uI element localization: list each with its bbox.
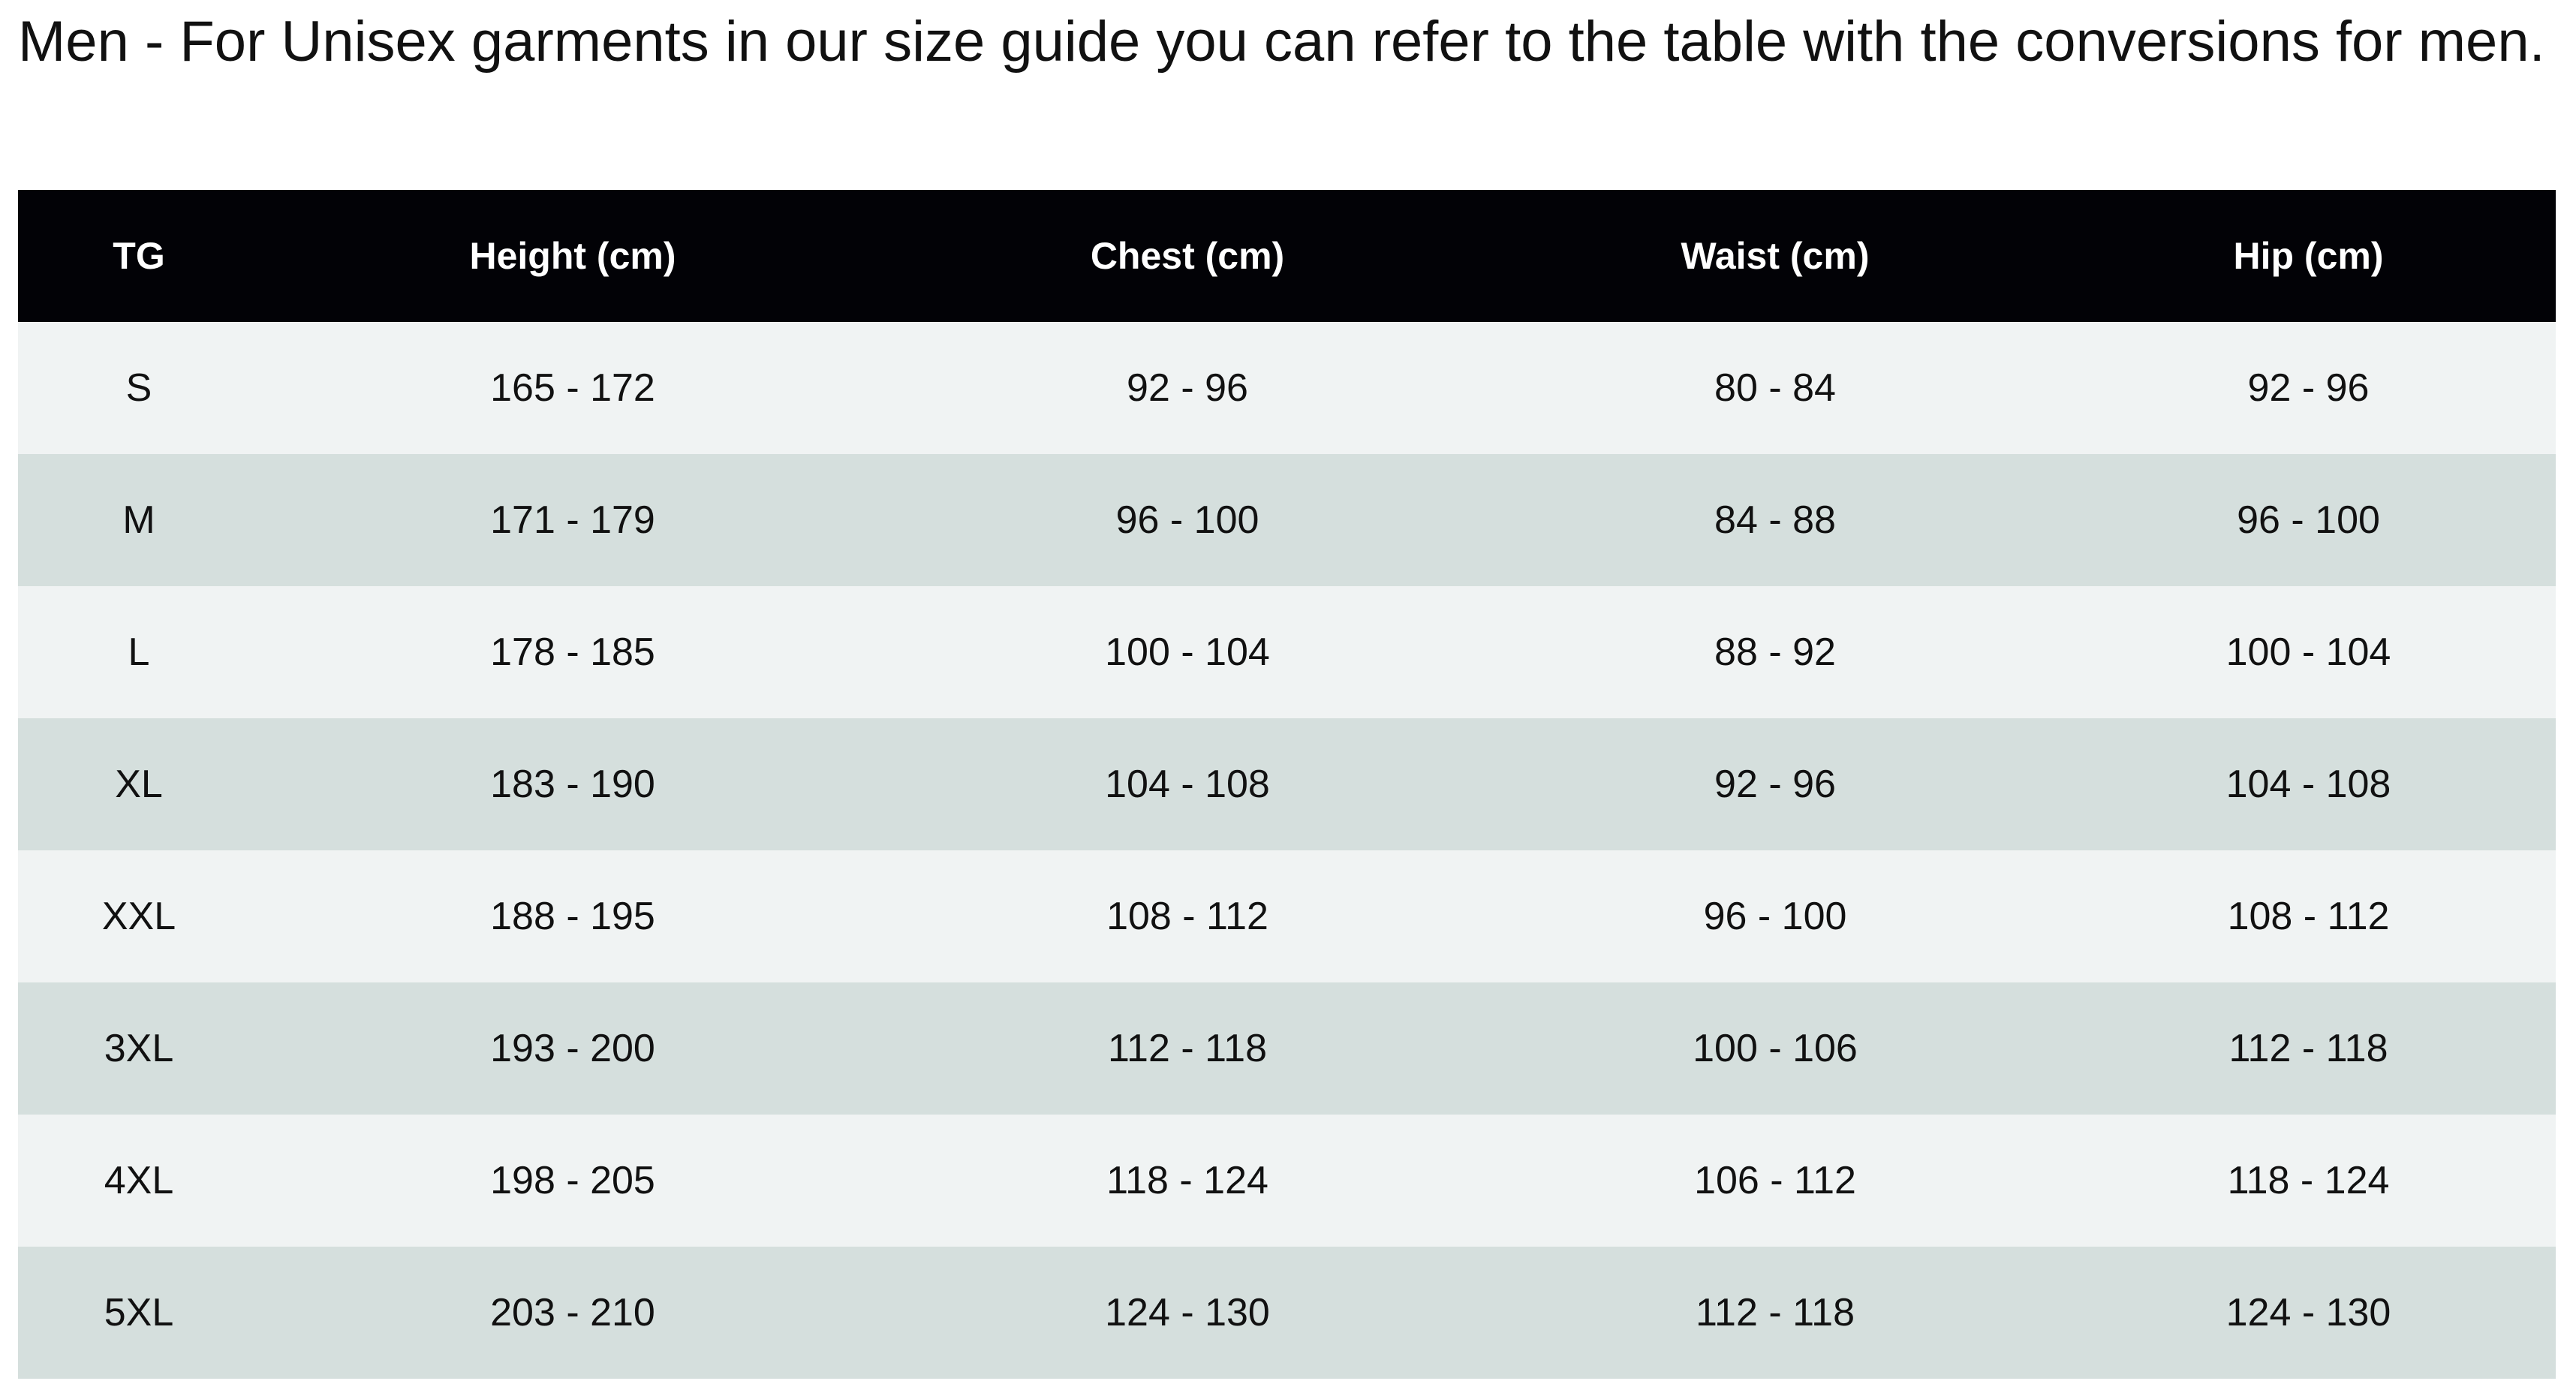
cell-hip: 92 - 96 bbox=[2247, 366, 2370, 410]
cell-chest: 92 - 96 bbox=[1127, 366, 1248, 410]
cell-height: 188 - 195 bbox=[490, 895, 655, 938]
cell-size: 3XL bbox=[104, 1027, 174, 1070]
cell-hip: 118 - 124 bbox=[2227, 1159, 2390, 1202]
header-height: Height (cm) bbox=[469, 235, 676, 277]
header-hip: Hip (cm) bbox=[2233, 235, 2384, 277]
cell-waist: 88 - 92 bbox=[1714, 630, 1836, 674]
cell-height: 171 - 179 bbox=[490, 498, 655, 542]
cell-chest: 104 - 108 bbox=[1105, 763, 1270, 806]
cell-chest: 118 - 124 bbox=[1106, 1159, 1268, 1202]
cell-size: 4XL bbox=[104, 1159, 174, 1202]
table-header: TG Height (cm) Chest (cm) Waist (cm) Hip… bbox=[18, 190, 2556, 322]
table-row: S 165 - 172 92 - 96 80 - 84 92 - 96 bbox=[18, 322, 2556, 454]
table-row: 3XL 193 - 200 112 - 118 100 - 106 112 - 118 bbox=[18, 982, 2556, 1115]
cell-waist: 84 - 88 bbox=[1714, 498, 1836, 542]
cell-size: XL bbox=[115, 763, 163, 806]
cell-height: 193 - 200 bbox=[490, 1027, 655, 1070]
table-row: XL 183 - 190 104 - 108 92 - 96 104 - 108 bbox=[18, 718, 2556, 850]
cell-size: S bbox=[125, 366, 152, 410]
cell-size: M bbox=[122, 498, 155, 542]
table-row: M 171 - 179 96 - 100 84 - 88 96 - 100 bbox=[18, 454, 2556, 586]
table-row: L 178 - 185 100 - 104 88 - 92 100 - 104 bbox=[18, 586, 2556, 718]
cell-waist: 112 - 118 bbox=[1695, 1291, 1855, 1334]
cell-chest: 108 - 112 bbox=[1106, 895, 1268, 938]
cell-size: L bbox=[128, 630, 150, 674]
table-row: 4XL 198 - 205 118 - 124 106 - 112 118 - 124 bbox=[18, 1115, 2556, 1247]
cell-size: XXL bbox=[101, 895, 176, 938]
table-row: XXL 188 - 195 108 - 112 96 - 100 108 - 112 bbox=[18, 850, 2556, 982]
cell-size: 5XL bbox=[104, 1291, 174, 1334]
page-title: Men - For Unisex garments in our size gu… bbox=[18, 10, 2545, 74]
header-waist: Waist (cm) bbox=[1681, 235, 1870, 277]
cell-waist: 96 - 100 bbox=[1703, 895, 1847, 938]
cell-height: 198 - 205 bbox=[490, 1159, 655, 1202]
cell-hip: 96 - 100 bbox=[2237, 498, 2380, 542]
cell-chest: 96 - 100 bbox=[1115, 498, 1259, 542]
cell-chest: 100 - 104 bbox=[1105, 630, 1270, 674]
cell-chest: 124 - 130 bbox=[1105, 1291, 1270, 1334]
cell-hip: 108 - 112 bbox=[2227, 895, 2390, 938]
size-table: TG Height (cm) Chest (cm) Waist (cm) Hip… bbox=[18, 190, 2556, 1379]
header-size: TG bbox=[113, 235, 165, 277]
cell-waist: 106 - 112 bbox=[1694, 1159, 1856, 1202]
cell-height: 183 - 190 bbox=[490, 763, 655, 806]
cell-waist: 100 - 106 bbox=[1693, 1027, 1858, 1070]
cell-hip: 112 - 118 bbox=[2228, 1027, 2388, 1070]
cell-chest: 112 - 118 bbox=[1107, 1027, 1267, 1070]
cell-waist: 92 - 96 bbox=[1714, 763, 1836, 806]
cell-waist: 80 - 84 bbox=[1714, 366, 1836, 410]
cell-hip: 100 - 104 bbox=[2225, 630, 2391, 674]
cell-hip: 104 - 108 bbox=[2225, 763, 2391, 806]
cell-height: 203 - 210 bbox=[490, 1291, 655, 1334]
table-row: 5XL 203 - 210 124 - 130 112 - 118 124 - 130 bbox=[18, 1247, 2556, 1379]
header-chest: Chest (cm) bbox=[1090, 235, 1285, 277]
cell-hip: 124 - 130 bbox=[2225, 1291, 2391, 1334]
cell-height: 178 - 185 bbox=[490, 630, 655, 674]
cell-height: 165 - 172 bbox=[490, 366, 655, 410]
